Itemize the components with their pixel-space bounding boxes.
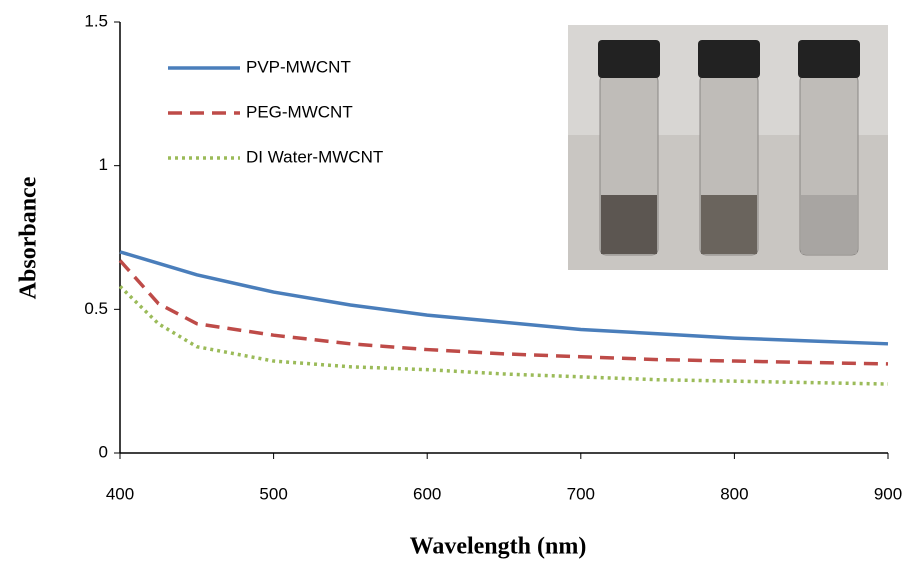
legend-label: PVP-MWCNT <box>246 57 351 76</box>
legend-label: PEG-MWCNT <box>246 102 353 121</box>
data-line <box>118 285 889 386</box>
y-tick-label: 0.5 <box>84 299 108 318</box>
x-tick-label: 700 <box>567 484 595 503</box>
x-tick-label: 800 <box>720 484 748 503</box>
x-tick-label: 400 <box>106 484 134 503</box>
inset-photo <box>568 25 888 270</box>
legend-label: DI Water-MWCNT <box>246 147 383 166</box>
x-tick-label: 600 <box>413 484 441 503</box>
y-tick-label: 1 <box>99 155 108 174</box>
y-tick-label: 1.5 <box>84 11 108 30</box>
x-axis-title: Wavelength (nm) <box>410 534 587 560</box>
data-line <box>119 250 889 346</box>
x-tick-label: 900 <box>874 484 902 503</box>
x-tick-label: 500 <box>259 484 287 503</box>
y-axis-title: Absorbance <box>16 176 42 299</box>
data-line <box>118 259 889 366</box>
y-tick-label: 0 <box>99 442 108 461</box>
